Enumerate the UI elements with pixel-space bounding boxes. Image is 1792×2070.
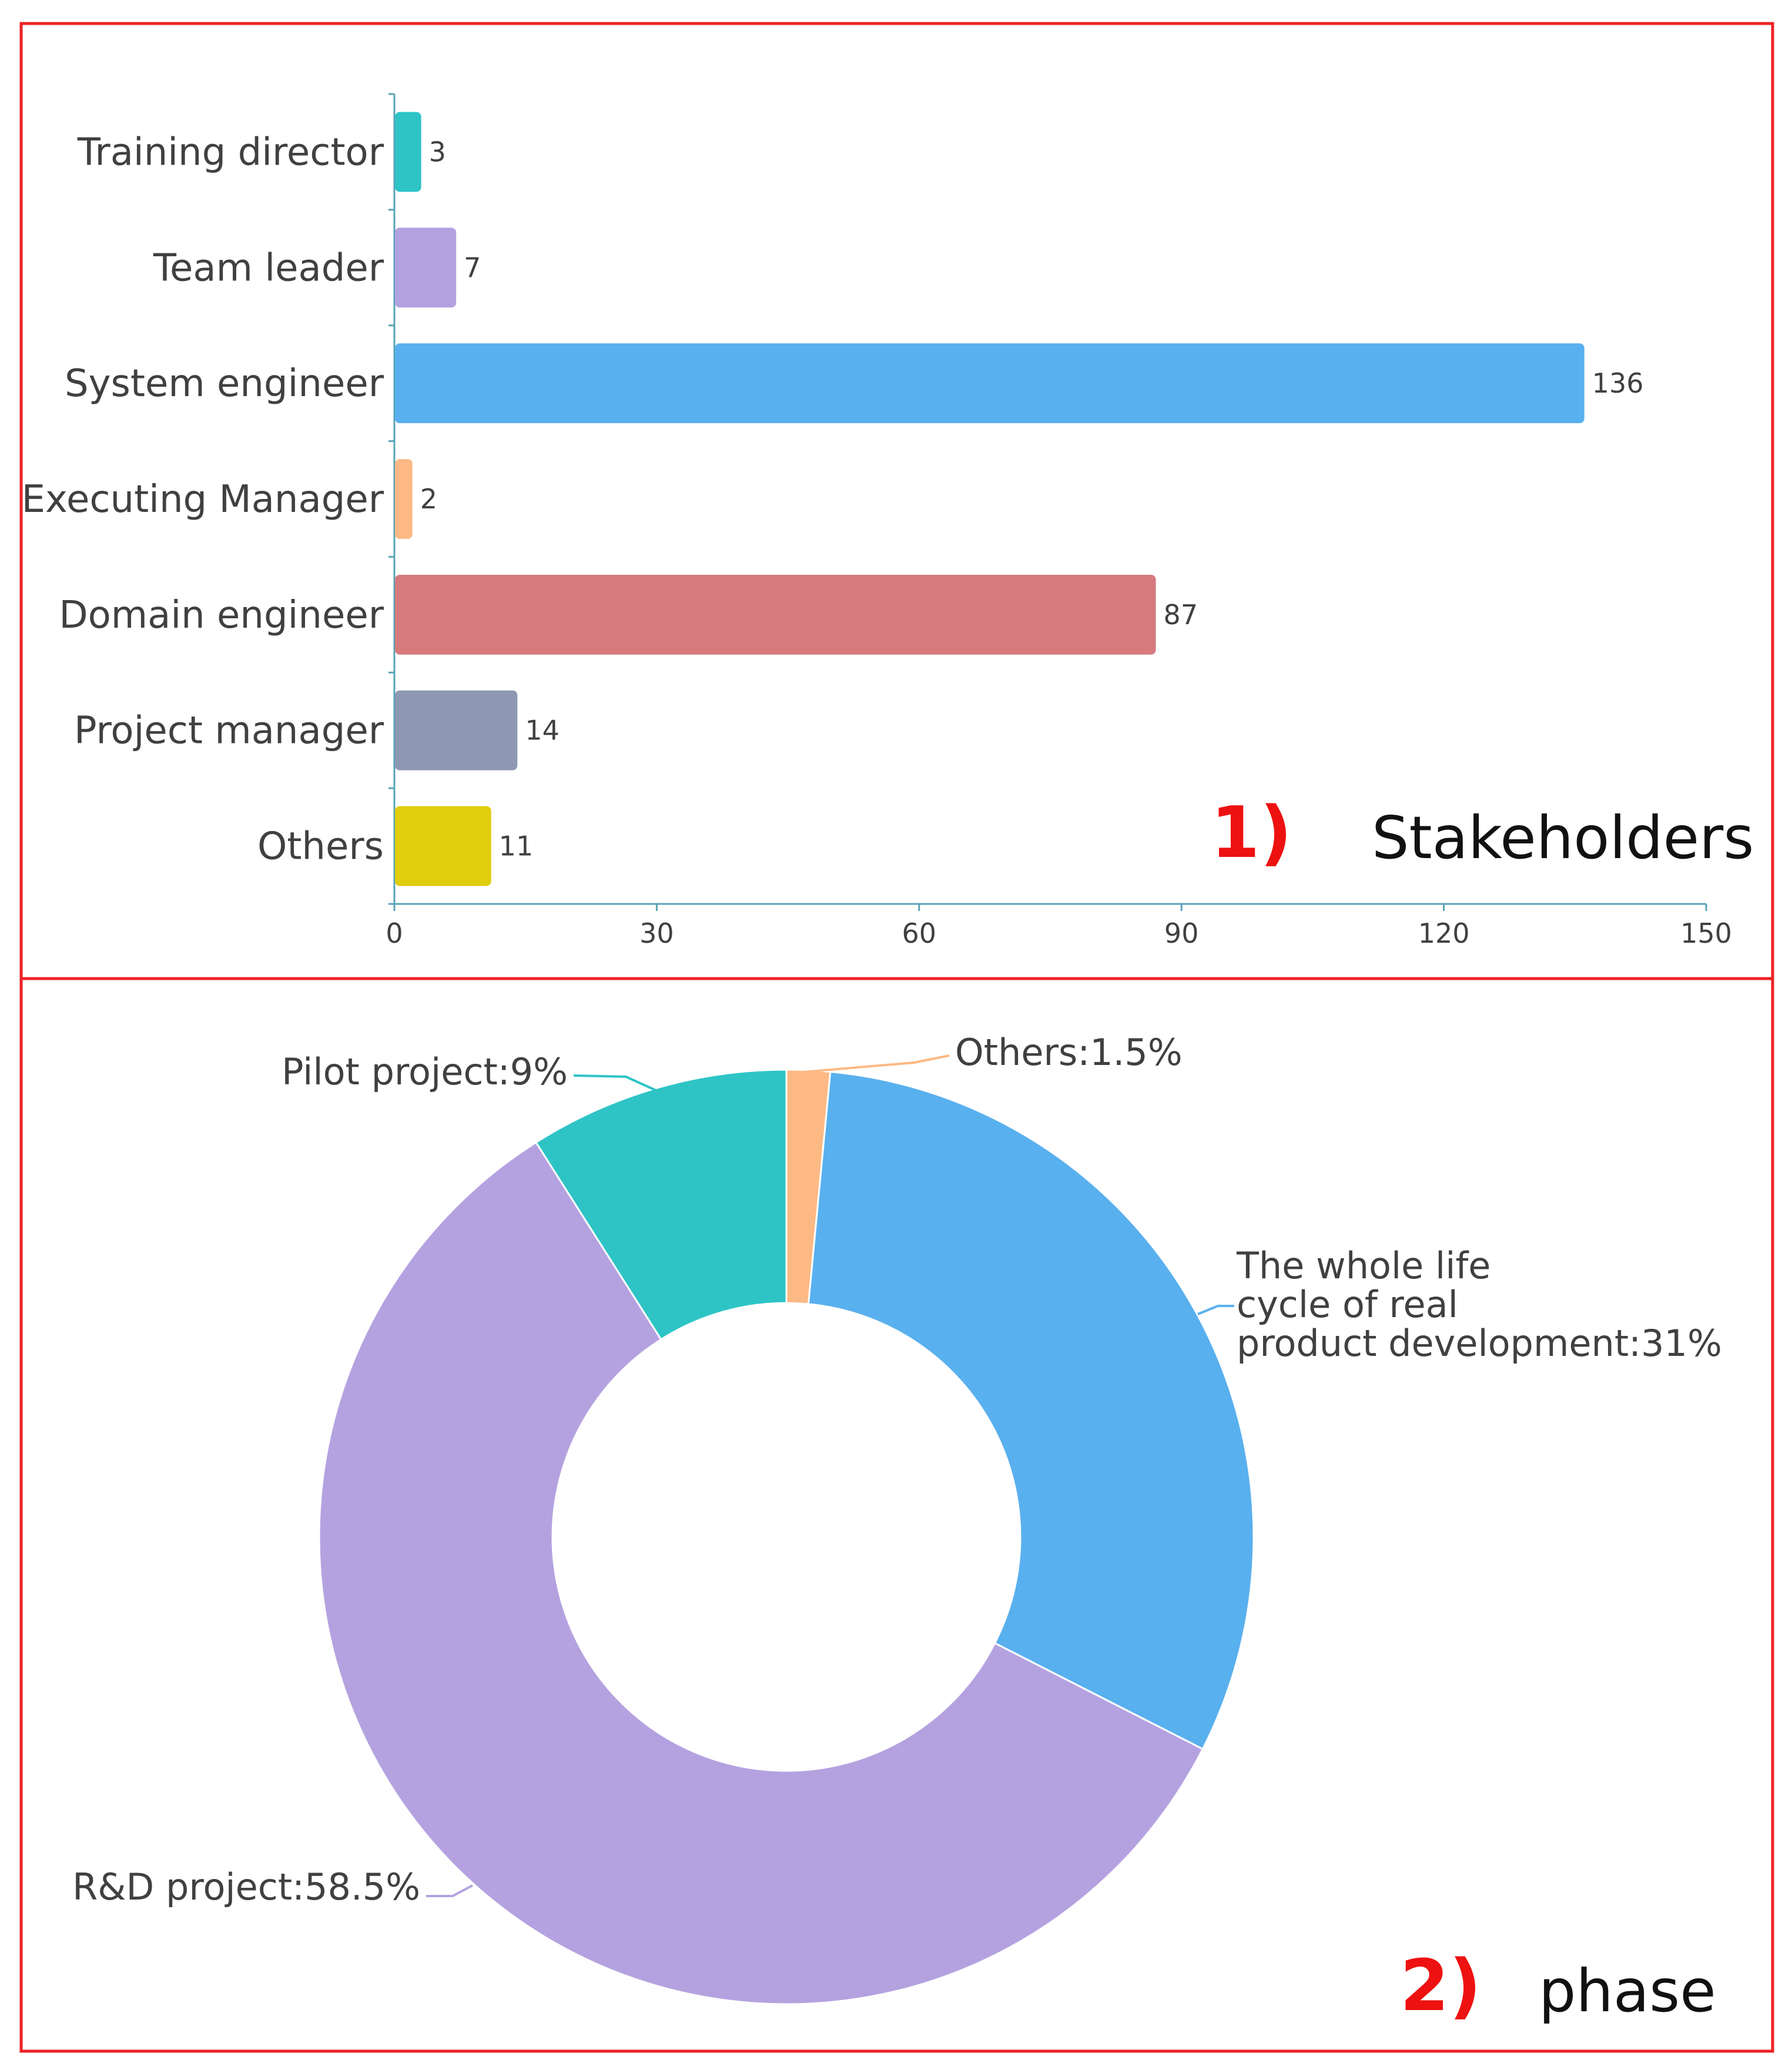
- bar: [395, 227, 457, 308]
- x-tick-label: 150: [1680, 917, 1732, 949]
- category-label: Project manager: [74, 709, 384, 753]
- bar: [395, 112, 421, 192]
- pie-slice-label: product development:31%: [1237, 1322, 1722, 1365]
- pie-chart-title: phase: [1539, 1957, 1716, 2025]
- pie-panel-label: 2): [1400, 1945, 1481, 2027]
- bar-value-label: 11: [499, 830, 534, 862]
- pie-leader-line: [426, 1884, 473, 1897]
- x-tick-label: 30: [639, 917, 674, 949]
- x-tick-label: 90: [1164, 917, 1199, 949]
- bar: [395, 459, 413, 539]
- bar-value-label: 136: [1592, 367, 1644, 399]
- category-label: Domain engineer: [59, 594, 384, 637]
- pie-slice: [318, 1141, 1204, 2005]
- x-tick-label: 120: [1418, 917, 1470, 949]
- panel-frame-phase: [19, 977, 1774, 2053]
- pie-slice-label: Others:1.5%: [955, 1031, 1183, 1074]
- bar-chart-title: Stakeholders: [1372, 803, 1754, 872]
- category-label: System engineer: [65, 362, 384, 406]
- category-label: Training director: [77, 130, 384, 174]
- bar: [395, 690, 518, 771]
- bar-value-label: 14: [525, 715, 560, 746]
- pie-slice: [534, 1069, 788, 1341]
- pie-slice-label: Pilot project:9%: [282, 1050, 568, 1093]
- bar-value-label: 7: [464, 252, 481, 283]
- x-tick-label: 0: [386, 917, 403, 949]
- pie-slice-label: cycle of real: [1237, 1283, 1458, 1326]
- bar: [395, 574, 1156, 655]
- stakeholders-bar-chart: 0 30 60 90 120 150 Training director 3 Team lea…: [22, 93, 1754, 949]
- category-label: Executing Manager: [22, 478, 384, 521]
- pie-slice-label: The whole life: [1236, 1244, 1490, 1287]
- category-label: Others: [257, 825, 384, 869]
- pie-slice-label: R&D project:58.5%: [72, 1865, 420, 1908]
- bar-value-label: 3: [429, 136, 446, 168]
- pie-slice: [807, 1070, 1255, 1750]
- bar: [395, 343, 1585, 424]
- bar-value-label: 87: [1164, 599, 1198, 631]
- pie-leader-line: [1197, 1305, 1234, 1315]
- bar: [395, 806, 491, 886]
- pie-leader-line: [796, 1054, 950, 1074]
- bar-value-label: 2: [420, 483, 437, 515]
- x-tick-label: 60: [902, 917, 937, 949]
- pie-leader-line: [573, 1074, 658, 1092]
- category-label: Team leader: [153, 246, 384, 290]
- bar-panel-label: 1): [1211, 792, 1292, 874]
